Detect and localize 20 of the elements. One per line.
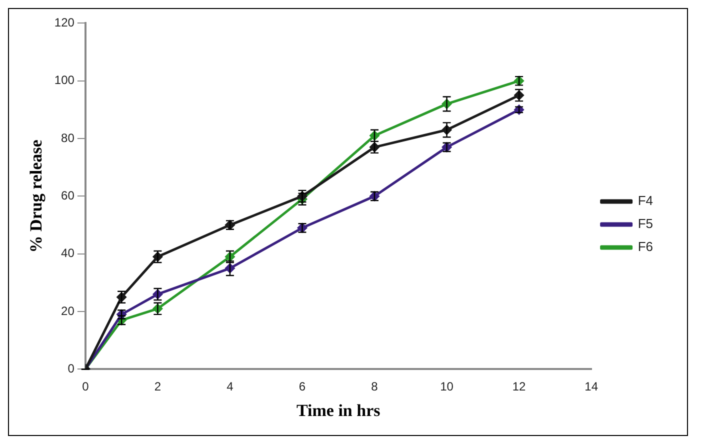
x-tick-label: 2 (154, 380, 162, 394)
y-tick-label: 40 (61, 246, 75, 260)
legend-label: F5 (638, 216, 653, 232)
x-tick-label: 10 (440, 380, 454, 394)
x-tick-label: 4 (226, 380, 234, 394)
x-tick-label: 0 (82, 380, 90, 394)
y-tick-label: 100 (54, 73, 75, 88)
x-tick-label: 8 (371, 380, 378, 394)
y-tick-label: 120 (54, 16, 75, 30)
x-tick-label: 14 (584, 380, 598, 394)
x-tick-label: 6 (298, 380, 306, 394)
legend-label: F6 (638, 239, 653, 254)
y-tick-label: 0 (68, 362, 75, 376)
y-axis-title: % Drug release (26, 139, 46, 253)
legend-label: F4 (638, 193, 653, 208)
y-tick-label: 80 (61, 130, 75, 145)
y-tick-label: 20 (61, 304, 75, 318)
x-tick-label: 12 (512, 380, 526, 394)
x-axis-title: Time in hrs (296, 401, 381, 420)
y-tick-label: 60 (61, 188, 75, 203)
